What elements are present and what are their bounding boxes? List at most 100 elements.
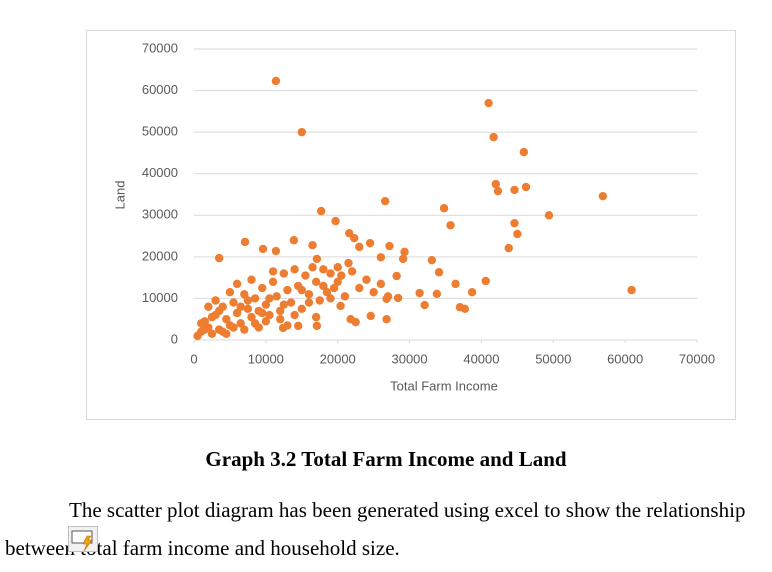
y-tick-label: 10000	[142, 290, 178, 305]
point	[315, 296, 324, 305]
x-tick-label: 50000	[535, 351, 571, 366]
point	[344, 258, 353, 268]
point	[439, 204, 449, 213]
point	[289, 236, 299, 245]
point	[451, 279, 460, 289]
point	[319, 265, 328, 274]
point	[297, 285, 306, 295]
point	[304, 290, 314, 299]
point	[510, 218, 519, 228]
point	[319, 281, 328, 291]
y-tick-label: 20000	[142, 248, 178, 263]
y-tick-label: 70000	[142, 40, 178, 55]
point	[460, 304, 470, 314]
x-tick-label: 60000	[607, 351, 643, 366]
point	[366, 311, 375, 321]
point	[232, 308, 242, 318]
point	[240, 290, 249, 299]
point	[297, 304, 306, 314]
point	[214, 306, 224, 316]
point	[420, 300, 429, 310]
point	[434, 268, 444, 277]
point	[337, 271, 346, 280]
point	[293, 321, 303, 331]
point	[336, 301, 345, 311]
point	[489, 132, 498, 142]
point	[355, 242, 364, 252]
point	[301, 271, 310, 280]
point	[362, 275, 371, 284]
point	[380, 196, 390, 206]
point	[308, 241, 317, 250]
point	[271, 246, 281, 256]
point	[322, 287, 332, 297]
point	[283, 321, 292, 330]
point	[519, 147, 529, 157]
point	[481, 276, 490, 286]
point	[225, 287, 235, 297]
point	[311, 277, 321, 286]
point	[504, 243, 513, 253]
chart-frame: Total Farm Income Land 0 10000 20000 30000 4…	[86, 30, 736, 420]
point	[297, 127, 306, 137]
x-tick-label: 70000	[679, 351, 715, 366]
point	[196, 319, 206, 328]
y-tick-label: 60000	[142, 82, 178, 97]
point	[236, 302, 245, 311]
point	[350, 233, 359, 243]
point	[467, 287, 477, 297]
point	[326, 269, 335, 278]
point	[393, 293, 403, 303]
y-tick-label: 0	[171, 331, 178, 346]
point	[279, 269, 289, 278]
point	[258, 308, 267, 318]
point	[392, 271, 401, 281]
point	[207, 312, 217, 322]
point	[326, 294, 335, 303]
x-tick-label: 40000	[463, 351, 499, 366]
point	[272, 292, 281, 301]
point	[211, 296, 220, 305]
point	[521, 182, 531, 192]
point	[265, 310, 274, 320]
point	[415, 288, 424, 298]
point	[355, 283, 364, 293]
point	[283, 285, 292, 295]
paragraph-line: The scatter plot diagram has been genera…	[69, 498, 746, 522]
x-tick-label: 30000	[391, 351, 427, 366]
point	[427, 255, 437, 265]
point	[598, 191, 608, 201]
point	[250, 319, 260, 328]
point	[369, 287, 378, 297]
point	[276, 315, 285, 324]
point	[261, 317, 271, 326]
point	[276, 306, 285, 316]
y-axis-label: Land	[112, 181, 127, 210]
point	[510, 185, 519, 195]
point	[207, 329, 217, 338]
caption: Graph 3.2 Total Farm Income and Land	[205, 447, 567, 471]
x-tick-label: 20000	[320, 351, 356, 366]
point	[400, 247, 409, 257]
point	[491, 179, 500, 189]
point	[513, 229, 522, 239]
point	[214, 253, 224, 263]
point	[333, 263, 342, 272]
point	[222, 315, 231, 324]
x-tick-label: 10000	[248, 351, 284, 366]
y-tick-label: 40000	[142, 165, 178, 180]
y-tick-label: 30000	[142, 207, 178, 222]
point	[268, 277, 278, 286]
point	[240, 325, 249, 334]
point	[271, 76, 281, 86]
point	[243, 304, 253, 314]
y-tick-label: 50000	[142, 124, 178, 139]
point	[627, 285, 636, 295]
point	[290, 310, 299, 320]
point	[236, 319, 245, 328]
point	[398, 254, 408, 264]
point	[493, 186, 503, 196]
chart: Total Farm Income Land 0 10000 20000 30000 4…	[112, 40, 715, 393]
point	[240, 237, 250, 247]
